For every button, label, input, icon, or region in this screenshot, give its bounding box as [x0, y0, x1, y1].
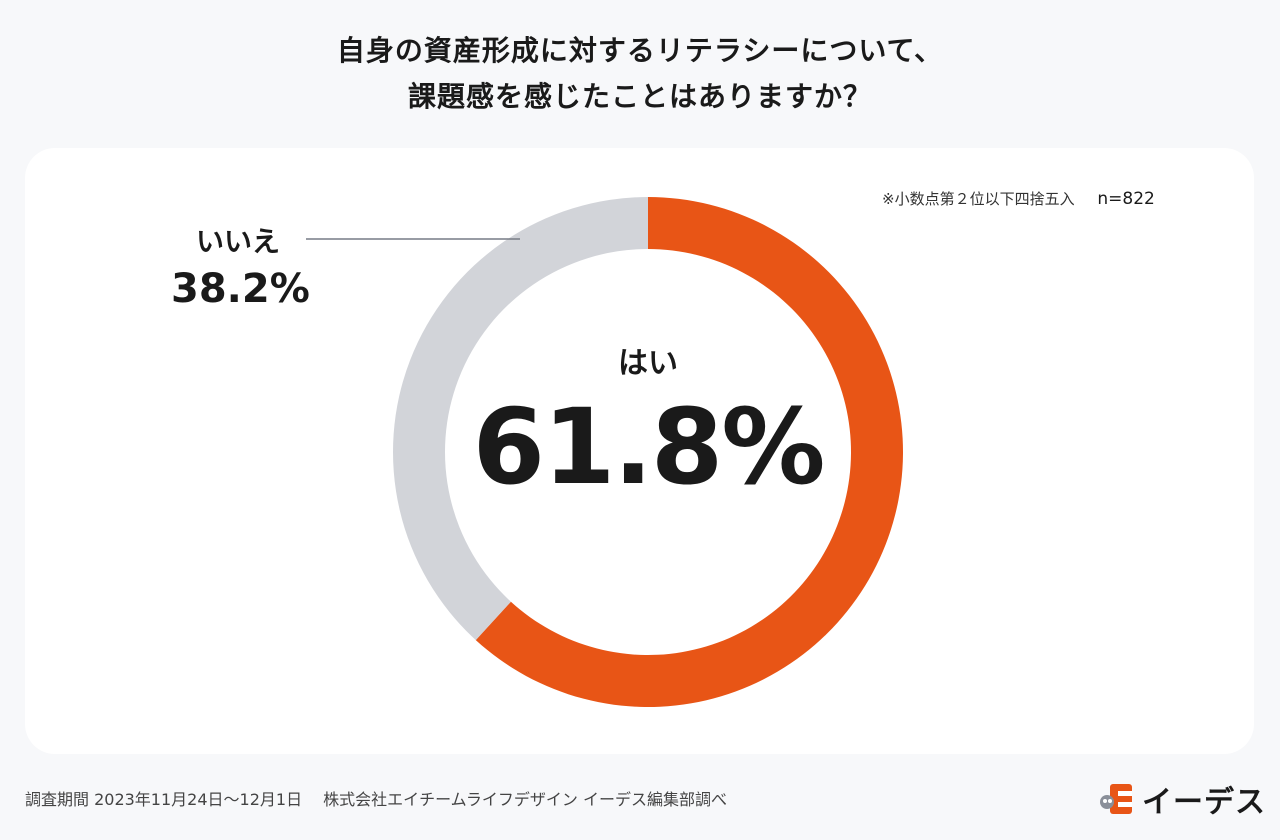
slice-label-no: いいえ — [196, 225, 281, 258]
chart-note: ※小数点第２位以下四捨五入 n=822 — [882, 188, 1155, 209]
sample-size: n=822 — [1097, 189, 1155, 209]
chart-title: 自身の資産形成に対するリテラシーについて、 課題感を感じたことはありますか？ — [0, 28, 1280, 120]
donut-slices — [393, 197, 904, 708]
brand-logo: イーデス — [1098, 779, 1266, 820]
slice-value-no: 38.2% — [171, 266, 310, 312]
donut-slice-yes — [475, 197, 904, 708]
rounding-note: ※小数点第２位以下四捨五入 — [882, 190, 1075, 208]
logo-text: イーデス — [1142, 785, 1266, 820]
logo-mark-icon — [1100, 784, 1132, 814]
survey-footer: 調査期間 2023年11月24日〜12月1日 株式会社エイチームライフデザイン … — [25, 790, 727, 809]
donut-slice-no — [393, 197, 648, 641]
title-line-1: 自身の資産形成に対するリテラシーについて、 — [336, 34, 944, 67]
title-line-2: 課題感を感じたことはありますか？ — [407, 80, 872, 113]
slice-value-yes: 61.8% — [472, 386, 826, 508]
slice-label-yes: はい — [618, 346, 678, 381]
